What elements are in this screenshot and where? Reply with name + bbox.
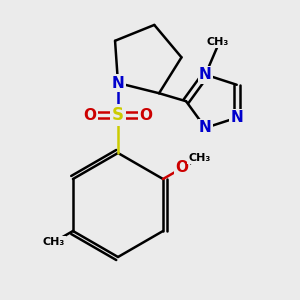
Text: CH₃: CH₃ xyxy=(206,37,229,46)
Text: O: O xyxy=(176,160,189,175)
Text: CH₃: CH₃ xyxy=(188,153,211,163)
Text: N: N xyxy=(230,110,243,125)
Text: N: N xyxy=(199,67,212,82)
Text: CH₃: CH₃ xyxy=(43,237,65,247)
Text: N: N xyxy=(112,76,124,91)
Text: S: S xyxy=(112,106,124,124)
Text: O: O xyxy=(83,107,97,122)
Text: O: O xyxy=(140,107,152,122)
Text: N: N xyxy=(199,120,212,135)
Text: N: N xyxy=(112,76,124,91)
